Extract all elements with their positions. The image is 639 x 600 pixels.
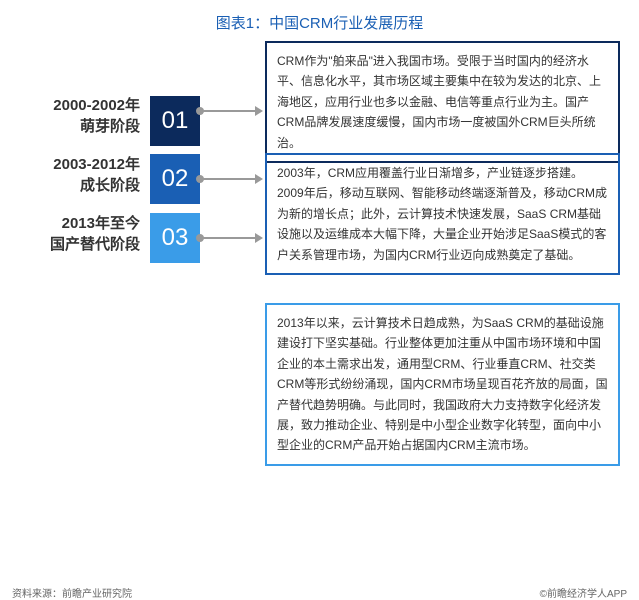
stage-3-name: 国产替代阶段 (16, 234, 140, 255)
connector-line (200, 178, 257, 180)
stage-2-number: 02 (150, 154, 200, 204)
stage-2-name: 成长阶段 (16, 175, 140, 196)
stage-1-number: 01 (150, 96, 200, 146)
timeline-container: 2000-2002年 萌芽阶段 2003-2012年 成长阶段 2013年至今 … (0, 41, 639, 551)
connector-arrow-icon (255, 106, 263, 116)
stage-1-period: 2000-2002年 (16, 95, 140, 116)
source-label: 资料来源：前瞻产业研究院 (12, 585, 132, 600)
stage-3-period: 2013年至今 (16, 213, 140, 234)
connector-line (200, 237, 257, 239)
connector-arrow-icon (255, 174, 263, 184)
stage-1-description: CRM作为"舶来品"进入我国市场。受限于当时国内的经济水平、信息化水平，其市场区… (265, 41, 620, 163)
stage-2-description: 2003年，CRM应用覆盖行业日渐增多，产业链逐步搭建。2009年后，移动互联网… (265, 153, 620, 275)
copyright-label: ©前瞻经济学人APP (540, 585, 627, 600)
stage-2-period: 2003-2012年 (16, 154, 140, 175)
stage-3-number: 03 (150, 213, 200, 263)
connector-arrow-icon (255, 233, 263, 243)
stage-3-label: 2013年至今 国产替代阶段 (16, 213, 140, 255)
stage-1-name: 萌芽阶段 (16, 116, 140, 137)
stage-2-label: 2003-2012年 成长阶段 (16, 154, 140, 196)
stage-1-label: 2000-2002年 萌芽阶段 (16, 95, 140, 137)
chart-title: 图表1：中国CRM行业发展历程 (0, 0, 639, 41)
connector-line (200, 110, 257, 112)
stage-3-description: 2013年以来，云计算技术日趋成熟，为SaaS CRM的基础设施建设打下坚实基础… (265, 303, 620, 466)
